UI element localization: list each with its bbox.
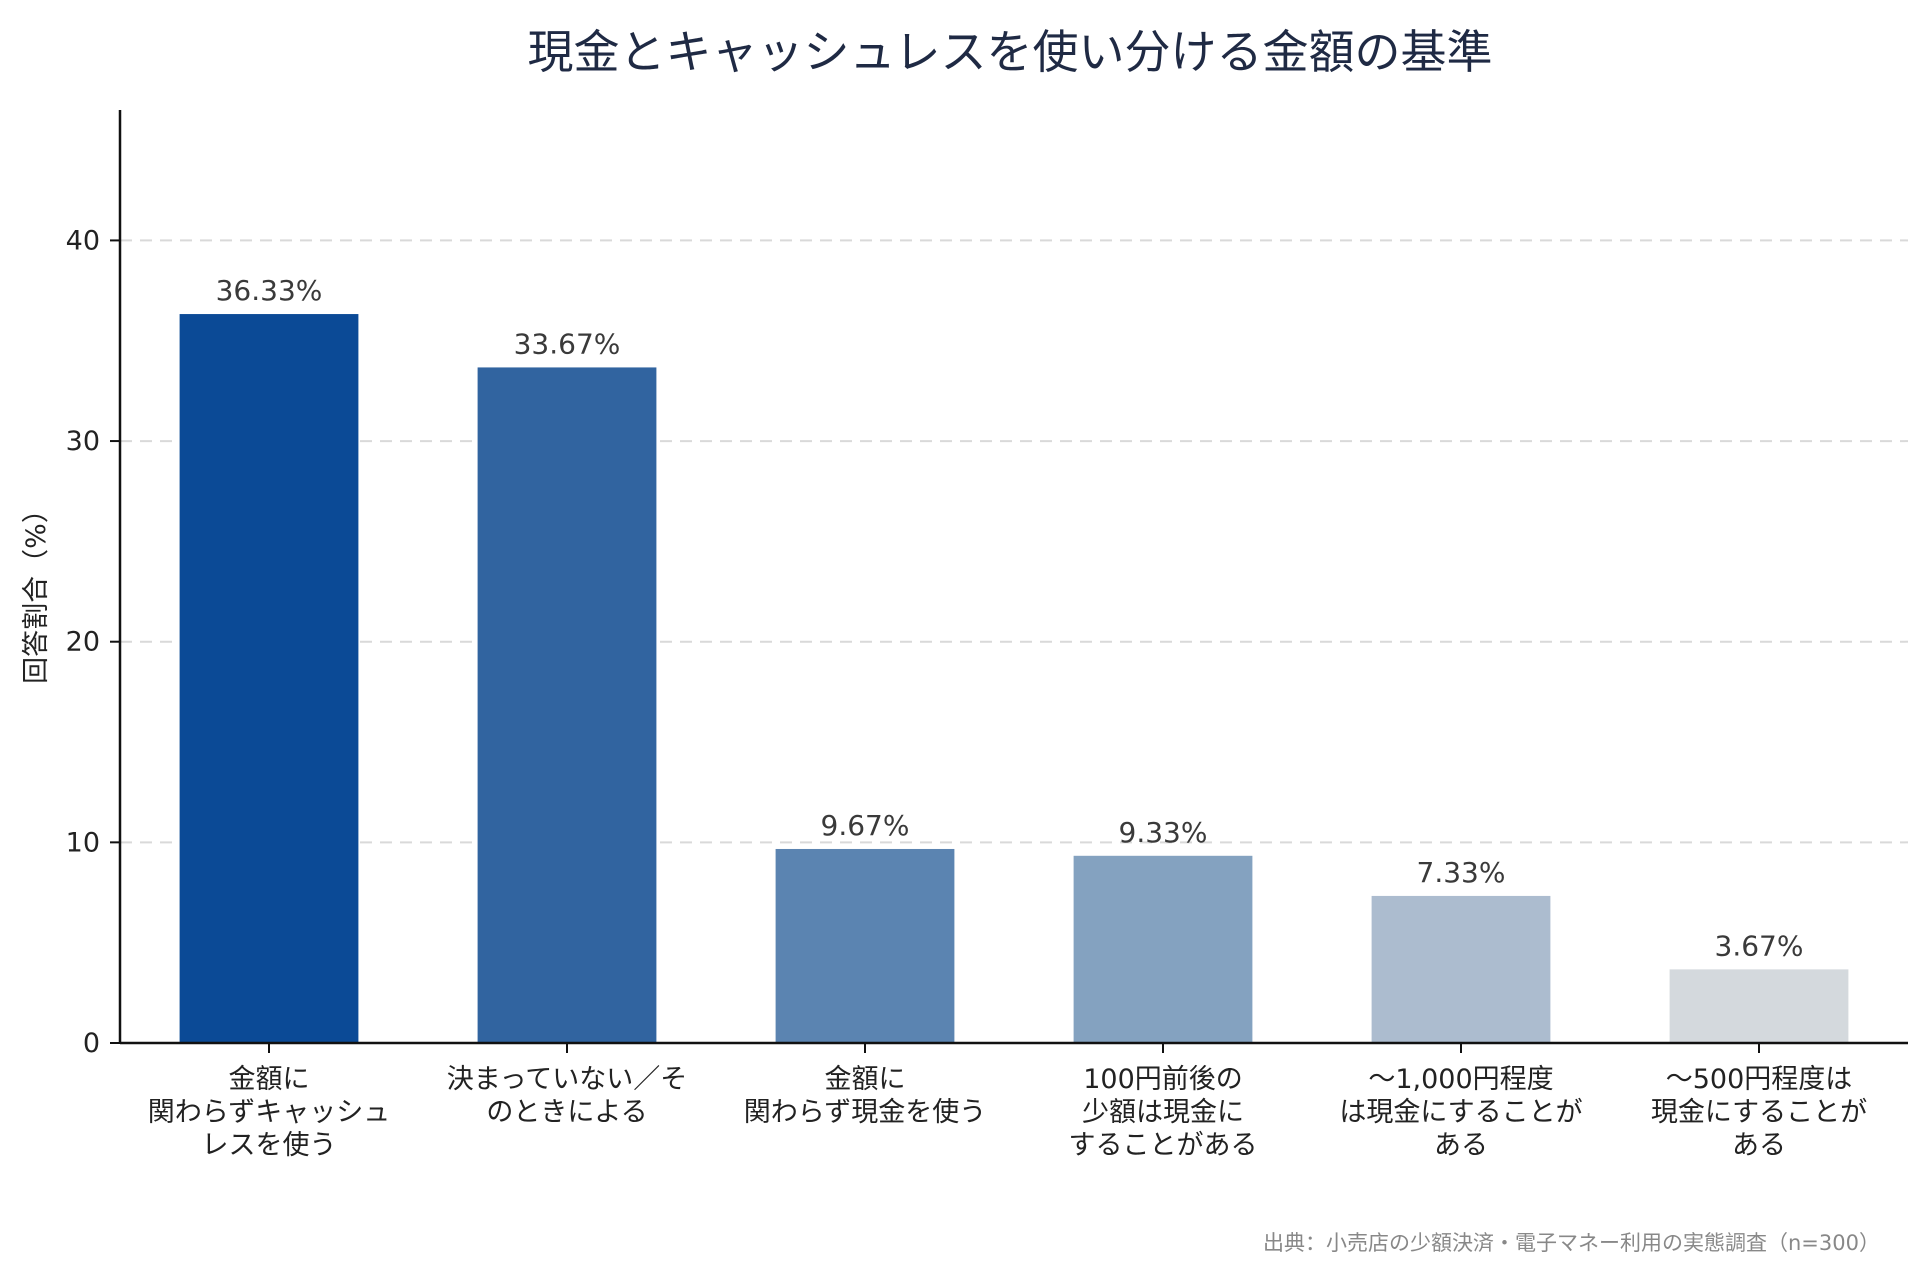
source-note: 出典：小売店の少額決済・電子マネー利用の実態調査（n=300） [1263,1231,1880,1255]
x-tick-label-line: 関わらずキャッシュ [148,1097,390,1128]
y-axis-label: 回答割合（%） [21,496,52,684]
x-tick-label: 金額に関わらず現金を使う [744,1064,986,1128]
bars: 36.33% 33.67% 9.67% 9.33% 7.33% 3.67% [179,274,1849,1043]
bar-value-label: 9.67% [821,809,910,842]
x-tick-label-line: 現金にすることが [1651,1097,1867,1128]
bar-value-label: 7.33% [1417,856,1506,889]
bar [179,314,359,1043]
x-tick-label-line: のときによる [486,1097,647,1128]
bar-value-label: 3.67% [1715,929,1804,962]
y-tick-label: 20 [66,627,100,658]
x-axis: 金額に関わらずキャッシュレスを使う決まっていない／そのときによる金額に関わらず現… [120,1041,1908,1161]
x-tick-label: 決まっていない／そのときによる [447,1064,688,1128]
bar-value-label: 36.33% [216,274,323,307]
x-tick-label-line: 関わらず現金を使う [744,1097,986,1128]
chart-title: 現金とキャッシュレスを使い分ける金額の基準 [527,25,1492,79]
bar [477,367,657,1043]
x-tick-label: 100円前後の少額は現金にすることがある [1069,1064,1258,1161]
x-tick-label-line: 〜1,000円程度 [1368,1064,1553,1095]
x-tick-label-line: ある [1434,1130,1488,1161]
bar [775,848,955,1043]
x-tick-label: 金額に関わらずキャッシュレスを使う [148,1064,390,1161]
x-tick-label-line: することがある [1069,1130,1258,1161]
x-tick-label-line: 金額に [825,1064,906,1095]
x-tick-label-line: 金額に [229,1064,310,1095]
bar-value-label: 33.67% [514,327,621,360]
x-tick-label-line: 決まっていない／そ [447,1064,688,1095]
bar [1073,855,1253,1043]
y-tick-label: 30 [66,426,100,457]
bar [1669,969,1849,1043]
x-tick-label-line: 100円前後の [1083,1064,1243,1095]
x-tick-label: 〜1,000円程度は現金にすることがある [1339,1064,1582,1161]
y-tick-label: 40 [66,225,100,256]
bar-value-label: 9.33% [1119,816,1208,849]
x-tick-label: 〜500円程度は現金にすることがある [1651,1064,1867,1161]
x-tick-label-line: 〜500円程度は [1666,1064,1853,1095]
x-tick-label-line: 少額は現金に [1082,1097,1244,1128]
y-tick-label: 0 [83,1028,100,1059]
gridlines [120,239,1908,844]
bar [1371,895,1551,1043]
y-axis: 0 10 20 30 40 [66,110,122,1059]
y-tick-label: 10 [66,827,100,858]
x-tick-label-line: レスを使う [202,1130,337,1161]
x-tick-label-line: ある [1732,1130,1786,1161]
x-tick-label-line: は現金にすることが [1339,1097,1582,1128]
